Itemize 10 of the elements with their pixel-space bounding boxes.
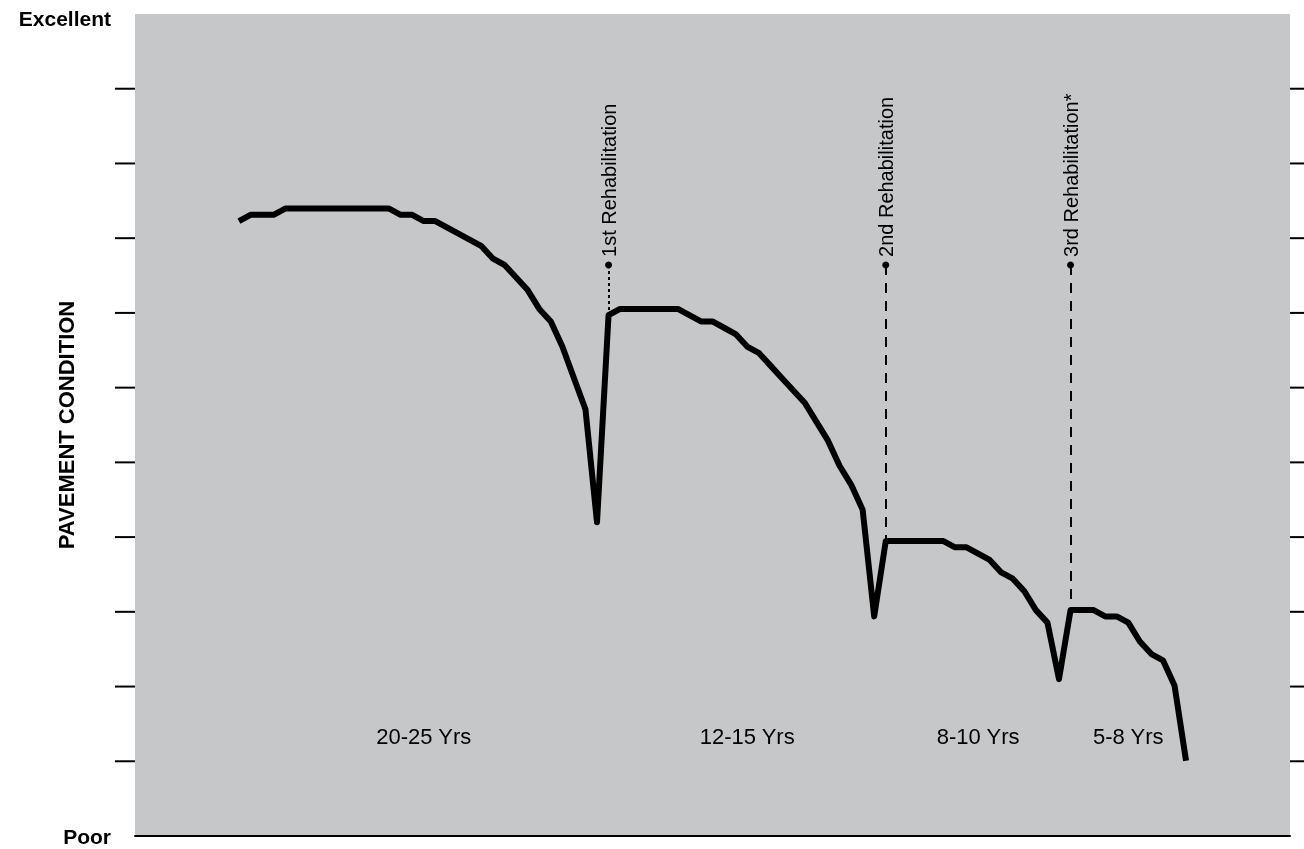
annotation: 12-15 Yrs bbox=[699, 723, 795, 749]
annotation: 5-8 Yrs bbox=[1093, 723, 1164, 749]
text: 3rd Rehabilitation* bbox=[1059, 93, 1082, 257]
text: 1st Rehabilitation bbox=[597, 103, 620, 257]
annotation: 20-25 Yrs bbox=[376, 723, 472, 749]
text: Poor bbox=[63, 824, 111, 848]
annotation: 8-10 Yrs bbox=[936, 723, 1020, 749]
y-axis-title: PAVEMENT CONDITION bbox=[53, 300, 79, 550]
text: 2nd Rehabilitation bbox=[874, 96, 897, 257]
text: Excellent bbox=[18, 6, 111, 30]
